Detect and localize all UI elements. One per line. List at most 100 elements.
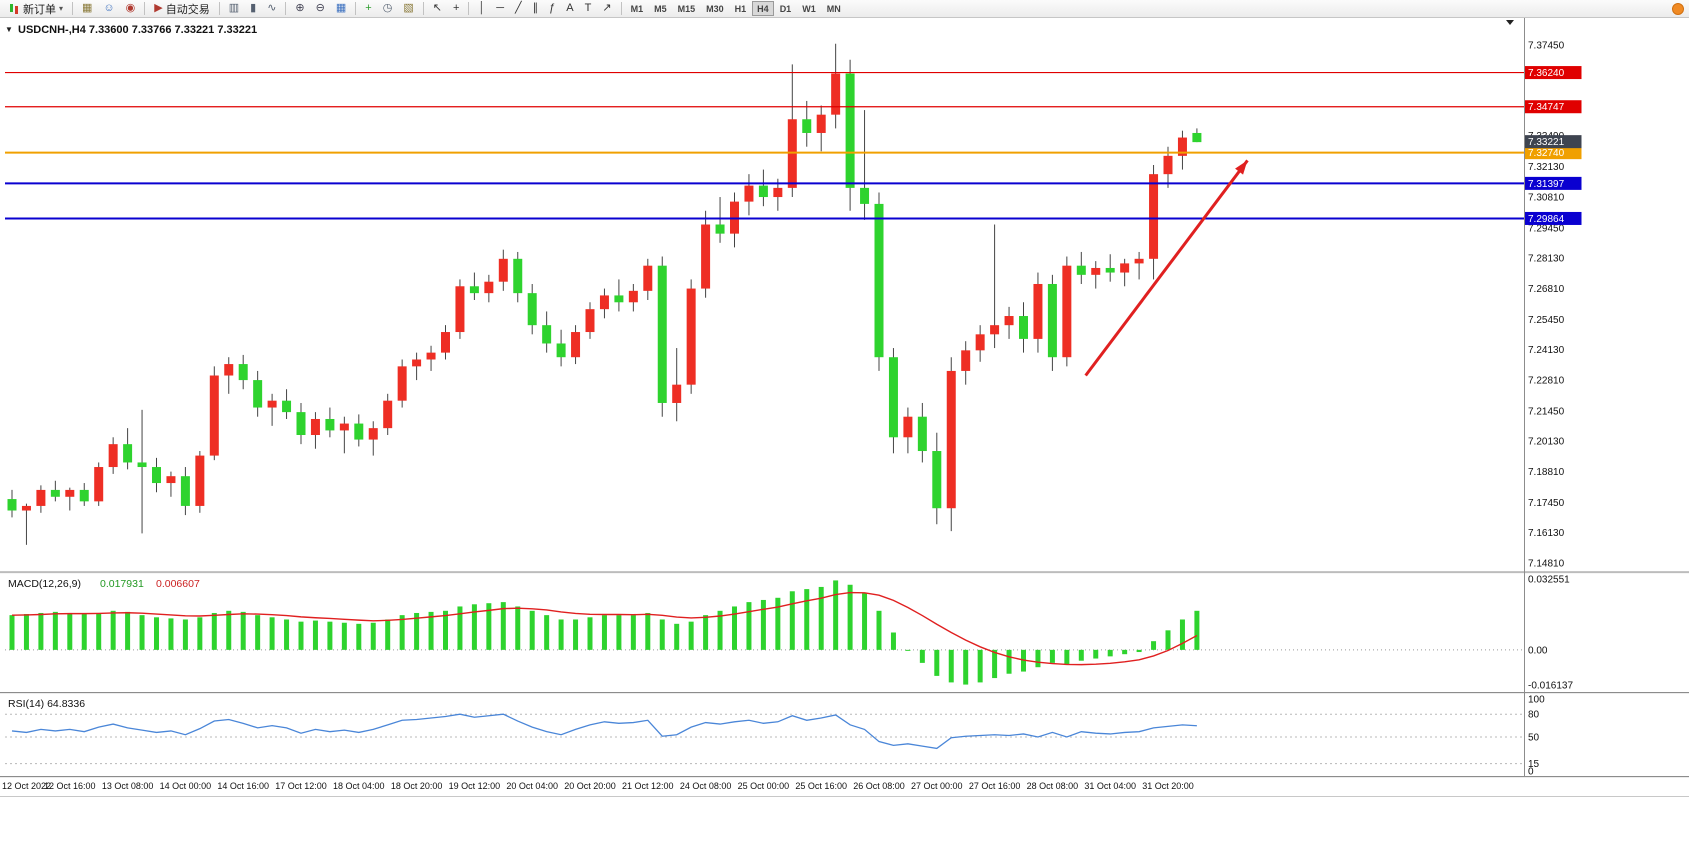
macd-histogram-bar	[1165, 630, 1171, 650]
macd-histogram-bar	[385, 619, 391, 650]
candle	[94, 467, 104, 502]
main-toolbar: 新订单 ▾ ▦ ☺ ◉ ▶ 自动交易 ▥ ▮ ∿ ⊕ ⊖ ▦ + ◷ ▧ ↖ + │ ─ ╱ ∥ ƒ A T ↗ M1 M5 M15…	[0, 0, 1689, 18]
arrows-button[interactable]: ↗	[597, 1, 616, 17]
macd-histogram-bar	[284, 619, 290, 650]
candle	[412, 359, 422, 367]
macd-value-signal: 0.006607	[156, 578, 200, 590]
timeframe-d1-button[interactable]: D1	[775, 1, 797, 16]
price-badge	[1524, 146, 1582, 160]
price-badge	[1524, 176, 1582, 190]
fibonacci-button[interactable]: ƒ	[544, 1, 560, 17]
label-button[interactable]: T	[580, 1, 597, 17]
candle	[1047, 283, 1057, 358]
tile-windows-button[interactable]: ▦	[331, 1, 351, 17]
price-badge	[1524, 135, 1582, 149]
macd-signal-line	[11, 591, 1198, 666]
candle	[238, 364, 248, 381]
candle	[571, 332, 581, 358]
line-chart-icon: ∿	[267, 2, 277, 14]
trend-arrow-line[interactable]	[1084, 159, 1249, 377]
timeframe-w1-button[interactable]: W1	[797, 1, 821, 16]
date-label: 19 Oct 12:00	[449, 781, 501, 791]
rsi-axis-tick-label: 50	[1528, 733, 1540, 744]
timeframe-h4-button[interactable]: H4	[752, 1, 774, 16]
candle	[1105, 267, 1115, 273]
rsi-axis-tick-label: 15	[1528, 759, 1540, 770]
candle	[874, 203, 884, 358]
chevron-down-icon: ▾	[59, 4, 64, 13]
trendline-button[interactable]: ╱	[510, 1, 527, 17]
macd-histogram-bar	[760, 599, 766, 650]
timeframe-m5-button[interactable]: M5	[649, 1, 672, 16]
macd-histogram-bar	[443, 610, 448, 650]
macd-histogram-bar	[1035, 649, 1041, 668]
candle	[527, 293, 537, 326]
date-label: 27 Oct 00:00	[911, 781, 963, 791]
macd-axis-tick-label: -0.016137	[1528, 680, 1573, 691]
toolbar-separator	[620, 2, 622, 15]
date-label: 13 Oct 08:00	[102, 781, 154, 791]
macd-histogram-bar	[139, 615, 145, 650]
macd-histogram-bar	[1122, 649, 1128, 655]
toolbar-separator	[468, 2, 470, 15]
horizontal-line-button[interactable]: ─	[491, 1, 509, 17]
macd-histogram-bar	[659, 619, 665, 650]
timeframe-h1-button[interactable]: H1	[730, 1, 752, 16]
new-order-button[interactable]: 新订单 ▾	[3, 1, 68, 17]
auto-trading-label: 自动交易	[165, 3, 210, 16]
chart-canvas[interactable]: 7.374507.361307.348107.334907.321307.308…	[0, 18, 1689, 857]
macd-axis-tick-label: 0.032551	[1528, 575, 1570, 586]
timeframe-m15-button[interactable]: M15	[673, 1, 701, 16]
candle	[455, 286, 465, 333]
market-watch-button[interactable]: ◉	[121, 1, 141, 17]
candlestick-chart-button[interactable]: ▮	[245, 1, 261, 17]
candle	[368, 428, 378, 440]
candle	[166, 476, 176, 484]
macd-histogram-bar	[414, 612, 420, 650]
candle	[513, 258, 523, 294]
auto-trading-button[interactable]: ▶ 自动交易	[149, 1, 214, 17]
macd-histogram-bar	[789, 591, 795, 650]
rsi-axis-tick-label: 0	[1528, 767, 1534, 778]
macd-histogram-bar	[818, 586, 824, 650]
macd-histogram-bar	[544, 615, 550, 650]
notification-badge-icon[interactable]	[1672, 3, 1684, 15]
trend-arrow[interactable]	[1084, 159, 1249, 377]
macd-histogram-bar	[23, 614, 29, 650]
macd-histogram-bar	[255, 615, 261, 650]
y-axis-tick-label: 7.14810	[1528, 558, 1565, 569]
vertical-line-button[interactable]: │	[473, 1, 490, 17]
macd-histogram-bar	[428, 611, 434, 650]
macd-histogram-bar	[573, 619, 579, 650]
candle	[50, 489, 60, 497]
channel-button[interactable]: ∥	[528, 1, 544, 17]
zoom-in-button[interactable]: ⊕	[290, 1, 309, 17]
date-label: 21 Oct 12:00	[622, 781, 674, 791]
profiles-button[interactable]: ☺	[98, 1, 119, 17]
macd-histogram-bar	[1093, 649, 1099, 659]
cursor-button[interactable]: ↖	[428, 1, 447, 17]
date-label: 14 Oct 00:00	[160, 781, 212, 791]
timeframe-m1-button[interactable]: M1	[626, 1, 649, 16]
date-label: 31 Oct 20:00	[1142, 781, 1194, 791]
indicators-add-button[interactable]: +	[360, 1, 376, 17]
candle	[1177, 137, 1187, 156]
candle	[614, 295, 624, 303]
period-clock-button[interactable]: ◷	[378, 1, 398, 17]
timeframe-m30-button[interactable]: M30	[701, 1, 729, 16]
macd-histogram-bar	[110, 610, 116, 650]
date-label: 28 Oct 08:00	[1027, 781, 1079, 791]
date-label: 20 Oct 20:00	[564, 781, 616, 791]
macd-histogram-bar	[1194, 610, 1200, 650]
macd-histogram-bar	[312, 620, 318, 650]
trendline-icon: ╱	[515, 2, 522, 14]
charts-grid-button[interactable]: ▦	[77, 1, 97, 17]
timeframe-mn-button[interactable]: MN	[822, 1, 846, 16]
crosshair-button[interactable]: +	[448, 1, 464, 17]
line-chart-button[interactable]: ∿	[262, 1, 281, 17]
text-button[interactable]: A	[561, 1, 578, 17]
macd-histogram-bar	[515, 606, 521, 650]
bar-chart-button[interactable]: ▥	[224, 1, 244, 17]
templates-button[interactable]: ▧	[398, 1, 418, 17]
zoom-out-button[interactable]: ⊖	[311, 1, 330, 17]
